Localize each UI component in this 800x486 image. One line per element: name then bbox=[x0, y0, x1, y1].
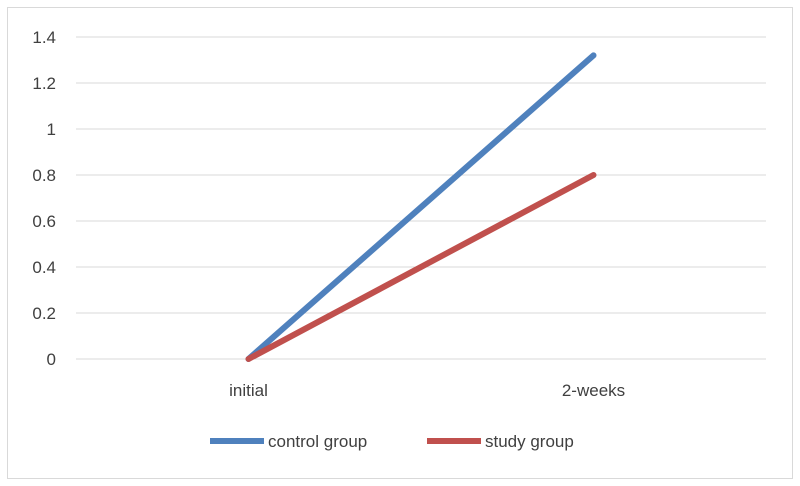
y-tick-label: 1.4 bbox=[32, 28, 56, 47]
legend-label-2: study group bbox=[485, 432, 574, 451]
gridlines bbox=[76, 36, 766, 360]
y-tick-label: 0.8 bbox=[32, 166, 56, 185]
y-tick-label: 1.2 bbox=[32, 74, 56, 93]
x-tick-label: 2-weeks bbox=[562, 381, 625, 400]
y-tick-label: 0.4 bbox=[32, 258, 56, 277]
y-tick-label: 0 bbox=[47, 350, 56, 369]
y-tick-label: 0.2 bbox=[32, 304, 56, 323]
x-tick-label: initial bbox=[229, 381, 268, 400]
y-tick-label: 0.6 bbox=[32, 212, 56, 231]
y-axis-tick-labels: 0 0.2 0.4 0.6 0.8 1 1.2 1.4 bbox=[32, 28, 56, 369]
chart-frame bbox=[7, 7, 793, 479]
legend: control group study group bbox=[210, 432, 574, 451]
series-lines bbox=[245, 52, 597, 362]
y-tick-label: 1 bbox=[47, 120, 56, 139]
legend-label-1: control group bbox=[268, 432, 367, 451]
series-line-2 bbox=[245, 172, 597, 362]
series-line-1 bbox=[245, 52, 597, 362]
x-axis-tick-labels: initial 2-weeks bbox=[229, 381, 625, 400]
